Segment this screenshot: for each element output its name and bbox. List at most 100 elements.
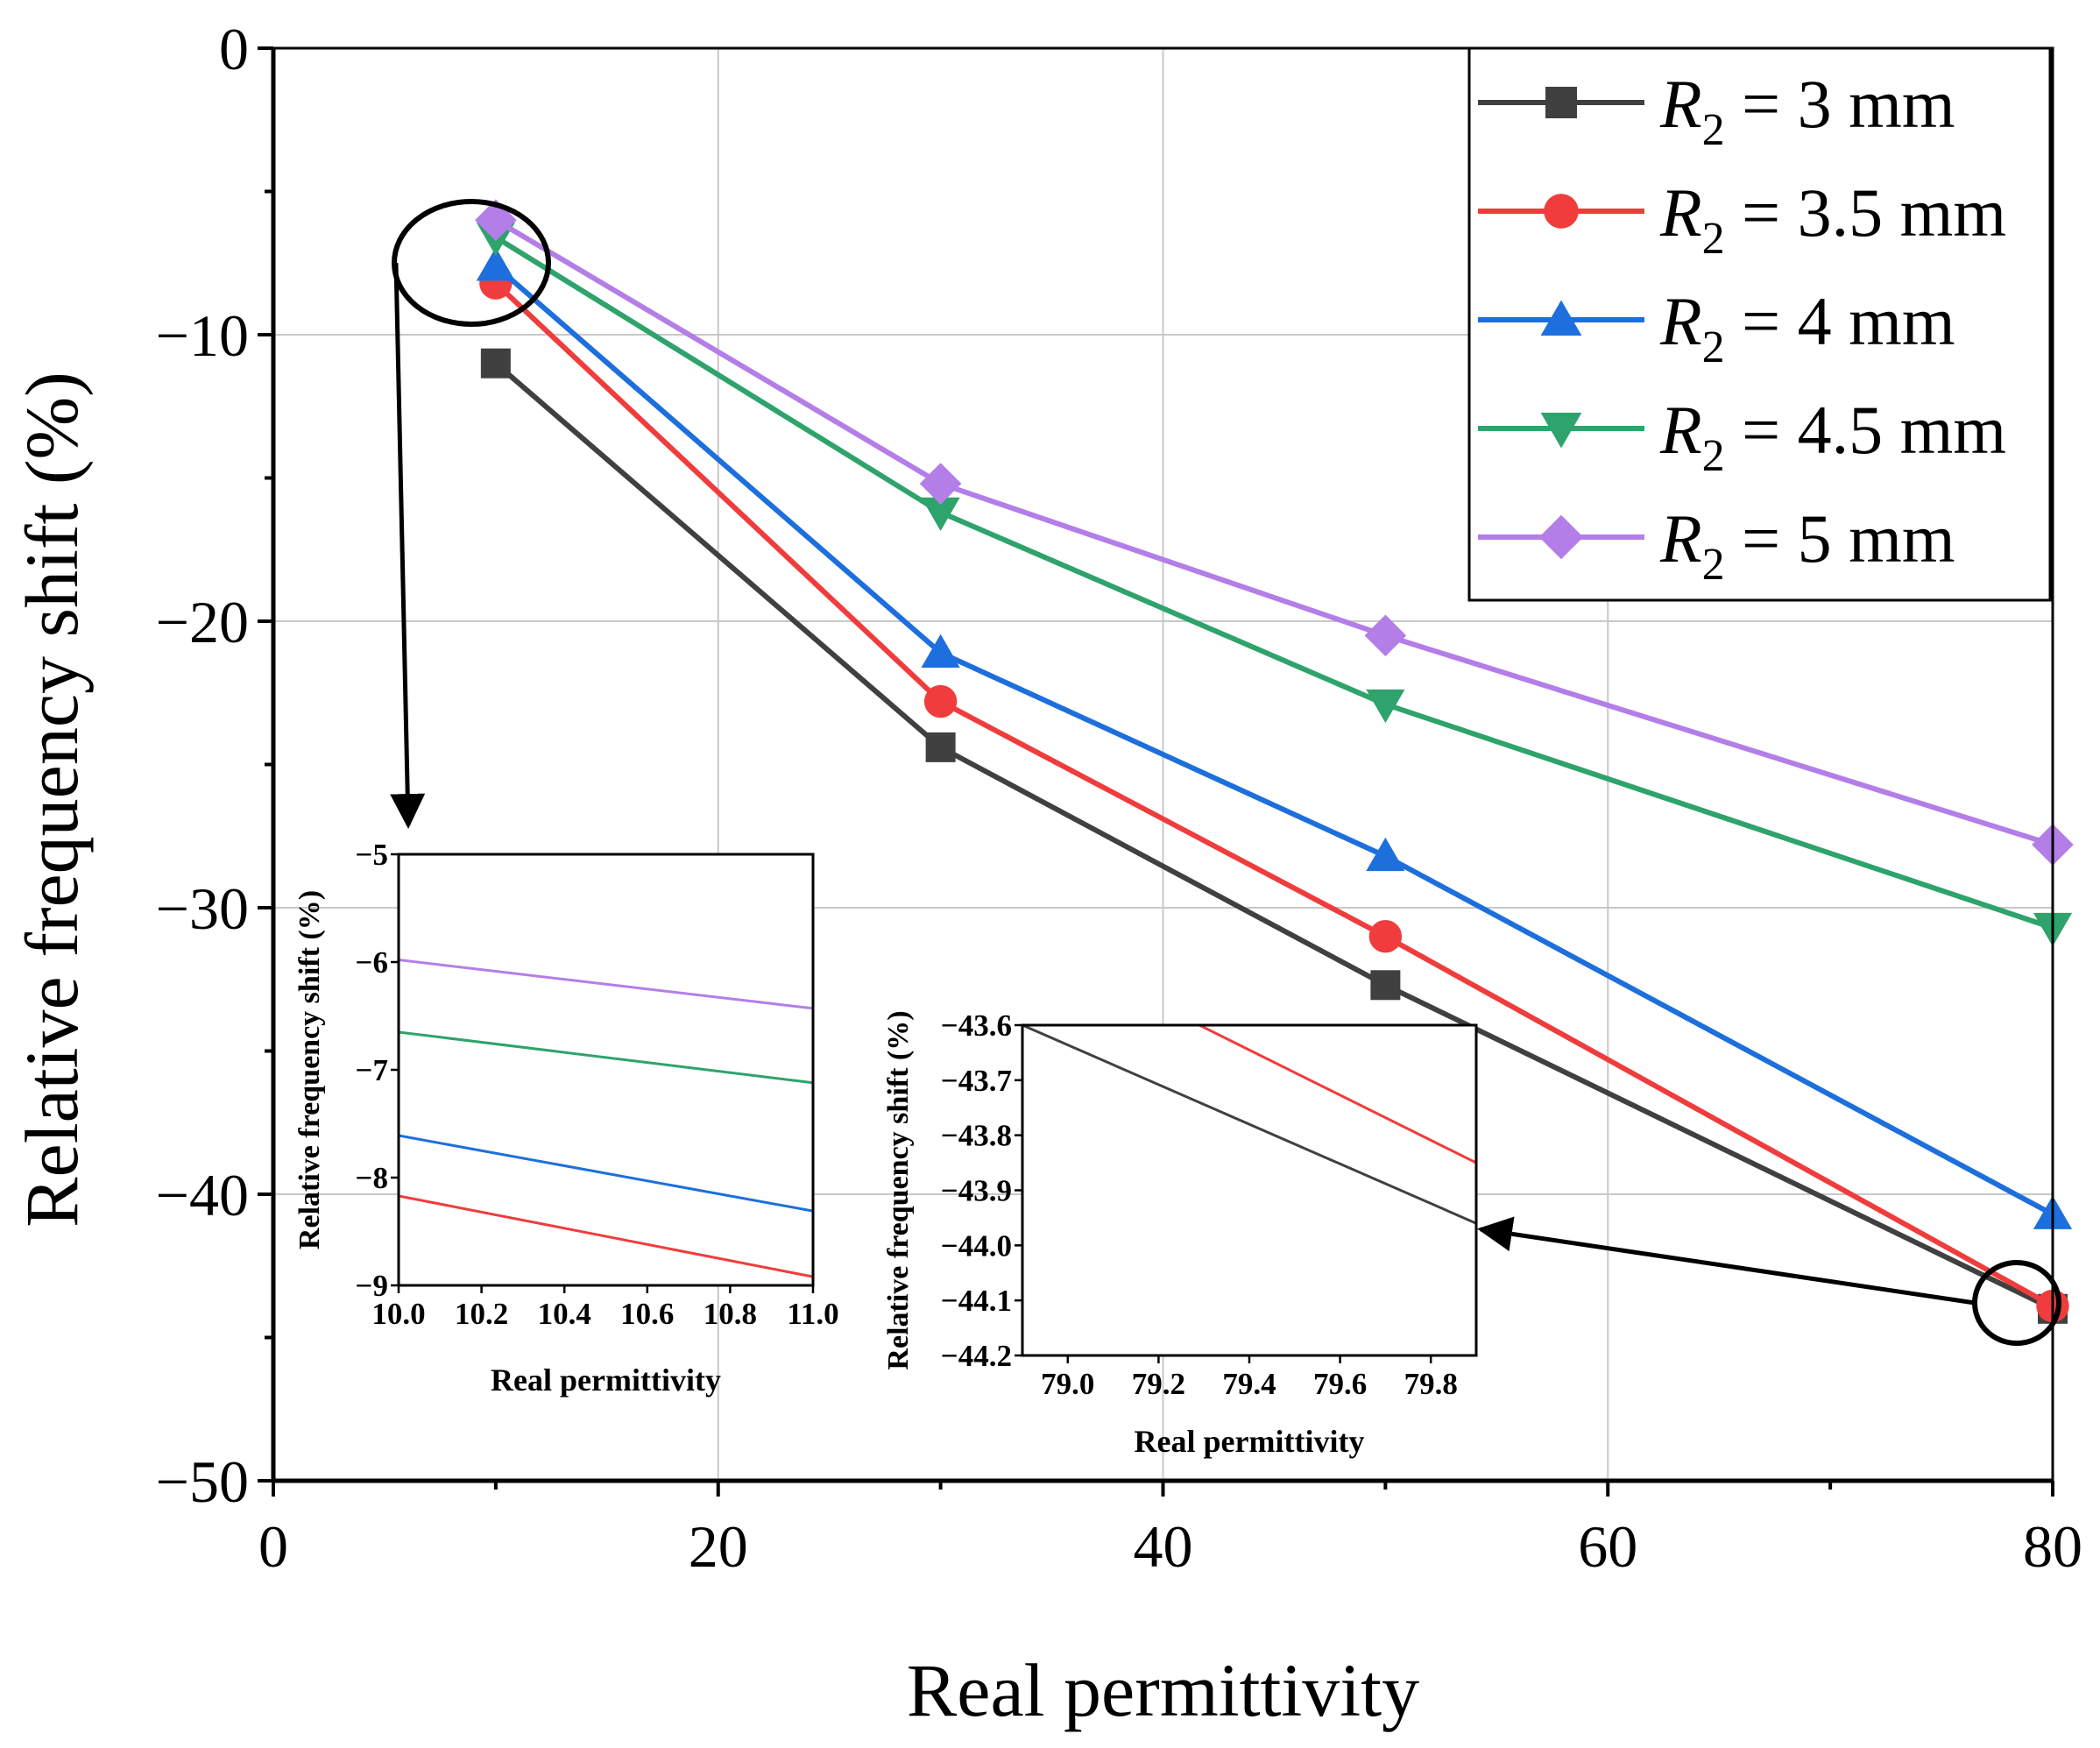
series-line-r2-4-5-mm [494, 235, 2054, 931]
legend-subscript: 2 [1702, 105, 1725, 155]
legend-entry-r2-3-mm: R2 = 3 mm [1478, 66, 1955, 155]
legend-subscript: 2 [1702, 214, 1725, 264]
inset-right-y-tick-label-1: −43.7 [941, 1064, 1012, 1098]
inset-left-area [399, 854, 813, 1285]
y-tick-label-0: 0 [219, 16, 249, 82]
legend-symbol: R [1659, 66, 1702, 142]
x-tick-label-40: 40 [1134, 1513, 1193, 1580]
x-tick-label-60: 60 [1578, 1513, 1637, 1580]
inset-right-y-tick-label-3: −43.9 [941, 1174, 1012, 1208]
legend-value: = 5 mm [1725, 500, 1955, 577]
zoom-arrow-right [1477, 1216, 1976, 1306]
data-point-r2-3-mm-50 [1370, 970, 1401, 1001]
inset-left-x-tick-label-2: 10.4 [538, 1297, 591, 1331]
x-tick-label-80: 80 [2023, 1513, 2082, 1580]
y-tick-label-20: −20 [156, 589, 249, 655]
inset-right-x-tick-label-4: 79.8 [1404, 1367, 1458, 1401]
legend-subscript: 2 [1702, 540, 1725, 590]
legend-symbol: R [1659, 283, 1702, 359]
legend-value: = 3 mm [1725, 66, 1955, 142]
legend-subscript: 2 [1702, 431, 1725, 481]
inset-right-x-tick-label-2: 79.4 [1222, 1367, 1276, 1401]
inset-left-x-tick-label-1: 10.2 [455, 1297, 508, 1331]
y-tick-label-50: −50 [156, 1448, 249, 1515]
main-series [475, 199, 2074, 1324]
inset-right-y-tick-label-2: −43.8 [941, 1119, 1012, 1153]
legend-entry-r2-4-5-mm: R2 = 4.5 mm [1478, 392, 2006, 481]
inset-left-line-r2-5-mm [399, 959, 813, 1010]
series-line-r2-5-mm [494, 217, 2054, 847]
y-axis-title: Relative frequency shift (%) [10, 372, 94, 1228]
inset-right-line-r2-3-mm [1022, 1025, 1476, 1225]
legend-label-r2-5-mm: R2 = 5 mm [1659, 500, 1955, 590]
legend-marker-r2-4-5-mm [1540, 413, 1582, 449]
data-point-r2-4-5-mm-30 [921, 497, 960, 531]
series-r2-4-mm [476, 247, 2073, 1229]
zoom-circle-left [392, 199, 551, 327]
data-point-r2-5-mm-30 [919, 463, 962, 505]
inset-left-y-tick-label-2: −7 [356, 1053, 388, 1087]
inset-right-y-tick-label-4: −44.0 [941, 1228, 1012, 1263]
legend-marker-r2-3-mm [1545, 87, 1577, 118]
legend-symbol: R [1659, 500, 1702, 577]
x-axis-title: Real permittivity [907, 1648, 1419, 1732]
inset-left-x-tick-label-5: 11.0 [787, 1297, 838, 1331]
inset-right-x-tick-label-0: 79.0 [1041, 1367, 1094, 1401]
y-tick-label-40: −40 [156, 1162, 249, 1228]
data-point-r2-4-mm-30 [921, 633, 960, 668]
inset-right-area [1022, 1025, 1476, 1355]
inset-right-y-tick-label-6: −44.2 [941, 1339, 1012, 1373]
inset-left-line-r2-3-5-mm [399, 1194, 813, 1278]
legend-entry-r2-4-mm: R2 = 4 mm [1478, 283, 1955, 372]
legend-entry-r2-5-mm: R2 = 5 mm [1478, 500, 1955, 590]
series-line-r2-3-mm [493, 361, 2054, 1312]
inset-right-x-tick-label-1: 79.2 [1132, 1367, 1185, 1401]
inset-left-y-tick-label-3: −8 [356, 1161, 388, 1195]
data-point-r2-3-mm-30 [925, 732, 956, 762]
legend-value: = 4.5 mm [1725, 392, 2006, 468]
legend-value: = 4 mm [1725, 283, 1955, 359]
inset-left-y-tick-label-4: −9 [356, 1269, 388, 1303]
inset-right-y-tick-label-5: −44.1 [941, 1284, 1012, 1318]
legend-label-r2-3-5-mm: R2 = 3.5 mm [1659, 174, 2006, 264]
x-tick-label-0: 0 [258, 1513, 288, 1580]
zoom-annotations [390, 199, 2061, 1346]
inset-left-line-r2-4-5-mm [399, 1030, 813, 1085]
series-line-r2-3-5-mm [493, 280, 2054, 1309]
legend-value: = 3.5 mm [1725, 174, 2006, 251]
inset-right-y-axis-title: Relative frequency shift (%) [882, 1010, 915, 1369]
legend-label-r2-4-5-mm: R2 = 4.5 mm [1659, 392, 2006, 481]
data-point-r2-4-mm-10 [476, 247, 515, 281]
inset-left: 10.0 10.2 10.4 10.6 10.8 11.0 −5 −6 −7 −8 −9 Real p… [293, 838, 839, 1398]
legend-marker-r2-4-mm [1540, 300, 1582, 336]
inset-left-x-tick-label-0: 10.0 [371, 1297, 425, 1331]
x-tick-label-20: 20 [689, 1513, 748, 1580]
legend-label-r2-4-mm: R2 = 4 mm [1659, 283, 1955, 372]
zoom-arrow-left [390, 262, 426, 829]
inset-right-series [1022, 1025, 1476, 1225]
data-point-r2-5-mm-50 [1364, 614, 1407, 657]
inset-right: 79.0 79.2 79.4 79.6 79.8 −43.6 −43.7 −43.8 −43.9… [882, 1008, 1478, 1459]
inset-left-y-tick-label-0: −5 [356, 838, 388, 872]
data-point-r2-5-mm-10 [475, 199, 517, 241]
data-point-r2-4-5-mm-50 [1366, 689, 1405, 724]
y-tick-label-30: −30 [156, 875, 249, 942]
data-point-r2-3-mm-10 [480, 348, 511, 379]
legend-subscript: 2 [1702, 322, 1725, 372]
legend-symbol: R [1659, 392, 1702, 468]
inset-right-y-tick-label-0: −43.6 [941, 1008, 1012, 1043]
data-point-r2-3-5-mm-50 [1368, 920, 1403, 953]
inset-left-y-tick-label-1: −6 [356, 945, 388, 980]
inset-right-x-axis-title: Real permittivity [1135, 1424, 1365, 1459]
legend-label-r2-3-mm: R2 = 3 mm [1659, 66, 1955, 155]
inset-right-line-r2-3-5-mm [1198, 1025, 1476, 1164]
legend-marker-r2-3-5-mm [1544, 194, 1579, 229]
inset-left-x-tick-label-4: 10.8 [704, 1297, 757, 1331]
legend-marker-r2-5-mm [1538, 514, 1584, 560]
y-tick-label-10: −10 [156, 302, 249, 369]
inset-left-x-axis-title: Real permittivity [491, 1362, 721, 1398]
data-point-r2-4-mm-50 [1366, 837, 1405, 872]
inset-left-y-axis-title: Relative frequency shift (%) [293, 890, 326, 1249]
